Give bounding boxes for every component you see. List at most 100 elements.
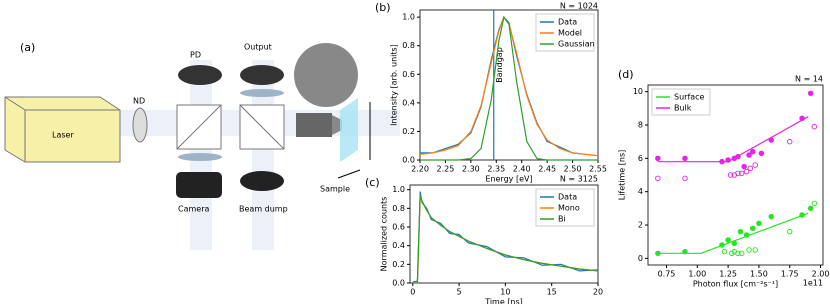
laser [4, 96, 121, 163]
label: Camera [178, 205, 209, 214]
reference-label: Bandgap [495, 47, 504, 83]
sample [340, 98, 358, 162]
x-tick-label: 2.25 [437, 165, 455, 174]
x-tick-label: 2.50 [564, 165, 582, 174]
label: Laser [52, 131, 74, 140]
x-tick-label: 15 [547, 288, 557, 297]
annotation: N = 3125 [560, 175, 598, 184]
plot-frame [409, 184, 599, 284]
label: PD [190, 51, 201, 60]
x-tick-label: 20 [593, 288, 603, 297]
legend-label: Bi [558, 215, 566, 224]
data-point [799, 212, 805, 218]
data-point [786, 138, 793, 145]
beam-dump [240, 171, 284, 191]
y-tick-label: 0.8 [402, 41, 415, 50]
panel-label: (c) [365, 176, 380, 189]
data-point [741, 163, 747, 170]
legend-label: Bulk [674, 104, 692, 113]
data-point [735, 250, 741, 257]
lens [240, 89, 284, 97]
data-point [725, 157, 731, 163]
series-line [412, 194, 599, 284]
x-tick-label: 0 [410, 288, 415, 297]
data-point [768, 213, 774, 220]
x-tick-label: 0.75 [658, 270, 676, 279]
data-point [758, 150, 765, 157]
y-tick-label: 0.8 [392, 204, 405, 213]
x-tick-label: 10 [500, 288, 510, 297]
data-point [719, 242, 725, 248]
legend-label: Data [558, 18, 577, 27]
nd-filter [132, 107, 148, 143]
y-tick-label: 0.6 [402, 70, 415, 79]
magnified-view [294, 43, 358, 107]
plot-frame [419, 9, 599, 161]
legend-label: Data [558, 193, 577, 202]
data-point [786, 228, 793, 235]
y-tick-label: 0.6 [392, 223, 405, 232]
x-tick-label: 2.30 [462, 165, 480, 174]
y-tick-label: 8 [638, 121, 643, 130]
data-point [727, 172, 734, 178]
data-point [655, 155, 661, 162]
data-point [750, 148, 756, 155]
y-tick-label: 0 [638, 254, 643, 263]
data-point [655, 250, 661, 257]
data-point [807, 90, 814, 97]
x-tick-label: 2.20 [411, 165, 429, 174]
data-point [743, 232, 750, 238]
data-point [756, 220, 762, 227]
y-axis-label: Lifetime [ns] [618, 150, 627, 201]
data-point [725, 237, 731, 243]
data-point [655, 175, 661, 182]
legend-label: Model [558, 29, 582, 38]
data-point [811, 200, 818, 207]
panel-label: (d) [618, 68, 634, 81]
data-point [735, 153, 741, 160]
data-point [811, 123, 818, 130]
data-point [682, 248, 688, 255]
data-point [731, 240, 738, 247]
output [240, 65, 284, 85]
y-tick-label: 0.4 [392, 241, 405, 250]
panel-label: (b) [375, 1, 391, 14]
series-line [657, 116, 809, 163]
x-tick-label: 1.75 [781, 270, 799, 279]
data-point [738, 250, 745, 257]
data-point [738, 170, 745, 177]
data-point [747, 165, 754, 172]
x-tick-label: 5 [457, 288, 462, 297]
beam [252, 60, 274, 250]
data-point [737, 228, 744, 235]
legend-label: Gaussian [558, 40, 595, 49]
x-tick-label: 2.35 [487, 165, 505, 174]
x-tick-label: 1.25 [719, 270, 737, 279]
y-tick-label: 0.2 [392, 260, 405, 269]
camera [176, 172, 222, 198]
y-tick-label: 0.0 [402, 156, 415, 165]
data-point [682, 175, 688, 182]
y-tick-label: 2 [638, 221, 643, 230]
data-point [750, 225, 756, 232]
data-point [743, 168, 750, 175]
label: Output [244, 43, 272, 52]
lens [178, 153, 222, 161]
legend [651, 88, 711, 116]
y-tick-label: 1.0 [392, 185, 405, 194]
y-tick-label: 0.2 [402, 127, 415, 136]
legend-label: Mono [558, 204, 580, 213]
y-tick-label: 4 [638, 187, 643, 196]
data-point [752, 162, 758, 168]
label: Beam dump [239, 205, 288, 214]
data-point [799, 115, 805, 122]
y-tick-label: 0.0 [392, 279, 405, 288]
y-tick-label: 6 [638, 154, 643, 163]
x-tick-label: 1.50 [750, 270, 768, 279]
annotation: N = 1024 [560, 2, 598, 11]
data-point [807, 205, 814, 212]
panel-label: (a) [20, 41, 35, 54]
y-tick-label: 0.4 [402, 98, 415, 107]
x-tick-label: 1.00 [688, 270, 706, 279]
